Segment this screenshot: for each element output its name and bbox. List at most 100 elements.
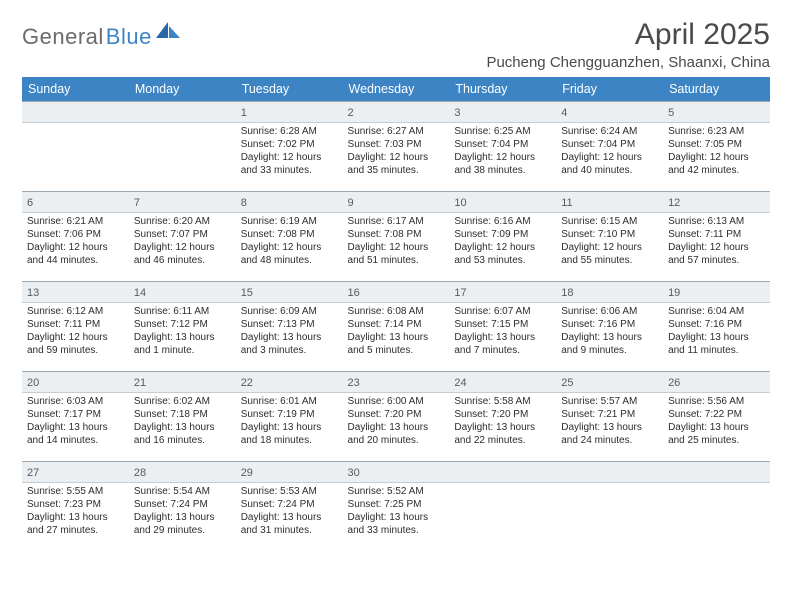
calendar-day-cell: 9Sunrise: 6:17 AMSunset: 7:08 PMDaylight… bbox=[343, 191, 450, 281]
day-number: 1 bbox=[241, 107, 247, 119]
sunrise-line: Sunrise: 6:21 AM bbox=[27, 215, 124, 228]
sunrise-line: Sunrise: 5:52 AM bbox=[348, 485, 445, 498]
daylight-line: Daylight: 12 hours and 40 minutes. bbox=[561, 151, 658, 177]
calendar-day-cell: 23 Sunrise: 6:00 AMSunset: 7:20 PMDayligh… bbox=[343, 371, 450, 461]
day-number-bar: . bbox=[449, 461, 556, 483]
day-number: 5 bbox=[668, 107, 674, 119]
day-details: Sunrise: 6:19 AMSunset: 7:08 PMDaylight:… bbox=[236, 213, 343, 271]
sunset-line: Sunset: 7:19 PM bbox=[241, 408, 338, 421]
daylight-line: Daylight: 12 hours and 38 minutes. bbox=[454, 151, 551, 177]
calendar-day-cell: 20Sunrise: 6:03 AMSunset: 7:17 PMDayligh… bbox=[22, 371, 129, 461]
day-details: Sunrise: 6:00 AMSunset: 7:20 PMDaylight:… bbox=[343, 393, 450, 451]
daylight-line: Daylight: 12 hours and 53 minutes. bbox=[454, 241, 551, 267]
day-details: Sunrise: 5:54 AMSunset: 7:24 PMDaylight:… bbox=[129, 483, 236, 541]
daylight-line: Daylight: 12 hours and 44 minutes. bbox=[27, 241, 124, 267]
daylight-line: Daylight: 13 hours and 29 minutes. bbox=[134, 511, 231, 537]
daylight-line: Daylight: 13 hours and 25 minutes. bbox=[668, 421, 765, 447]
day-number-bar: 16 bbox=[343, 281, 450, 303]
sunrise-line: Sunrise: 6:04 AM bbox=[668, 305, 765, 318]
day-number-bar: 3 bbox=[449, 101, 556, 123]
day-details: Sunrise: 5:58 AMSunset: 7:20 PMDaylight:… bbox=[449, 393, 556, 451]
sunset-line: Sunset: 7:04 PM bbox=[454, 138, 551, 151]
day-number: 25 bbox=[561, 377, 573, 389]
day-details: Sunrise: 6:06 AMSunset: 7:16 PMDaylight:… bbox=[556, 303, 663, 361]
day-details: Sunrise: 6:11 AMSunset: 7:12 PMDaylight:… bbox=[129, 303, 236, 361]
daylight-line: Daylight: 13 hours and 16 minutes. bbox=[134, 421, 231, 447]
day-details: Sunrise: 6:20 AMSunset: 7:07 PMDaylight:… bbox=[129, 213, 236, 271]
day-number: 16 bbox=[348, 287, 360, 299]
sunrise-line: Sunrise: 6:23 AM bbox=[668, 125, 765, 138]
day-number: 14 bbox=[134, 287, 146, 299]
sunset-line: Sunset: 7:22 PM bbox=[668, 408, 765, 421]
calendar-week-row: 20Sunrise: 6:03 AMSunset: 7:17 PMDayligh… bbox=[22, 371, 770, 461]
sunrise-line: Sunrise: 6:20 AM bbox=[134, 215, 231, 228]
sunset-line: Sunset: 7:09 PM bbox=[454, 228, 551, 241]
calendar-day-cell: 7 Sunrise: 6:20 AMSunset: 7:07 PMDaylight… bbox=[129, 191, 236, 281]
daylight-line: Daylight: 13 hours and 31 minutes. bbox=[241, 511, 338, 537]
calendar-week-row: ..1Sunrise: 6:28 AMSunset: 7:02 PMDaylig… bbox=[22, 101, 770, 191]
sunset-line: Sunset: 7:08 PM bbox=[241, 228, 338, 241]
logo-sail-icon bbox=[156, 22, 182, 45]
day-number: 3 bbox=[454, 107, 460, 119]
daylight-line: Daylight: 13 hours and 7 minutes. bbox=[454, 331, 551, 357]
sunrise-line: Sunrise: 6:13 AM bbox=[668, 215, 765, 228]
calendar-day-cell: 10Sunrise: 6:16 AMSunset: 7:09 PMDayligh… bbox=[449, 191, 556, 281]
daylight-line: Daylight: 13 hours and 1 minute. bbox=[134, 331, 231, 357]
sunset-line: Sunset: 7:16 PM bbox=[561, 318, 658, 331]
sunset-line: Sunset: 7:04 PM bbox=[561, 138, 658, 151]
calendar-day-cell: 4Sunrise: 6:24 AMSunset: 7:04 PMDaylight… bbox=[556, 101, 663, 191]
dow-friday: Friday bbox=[556, 77, 663, 101]
day-number: 10 bbox=[454, 197, 466, 209]
calendar-body: .. 1 Sunrise: 6:28 AMSunset: 7:02 PM Daylig… bbox=[22, 101, 770, 551]
calendar-day-cell: 30Sunrise: 5:52 AMSunset: 7:25 PMDayligh… bbox=[343, 461, 450, 551]
day-number-bar: 29 bbox=[236, 461, 343, 483]
day-of-week-row: Sunday Monday Tuesday Wednesday Thursday… bbox=[22, 77, 770, 101]
month-title: April 2025 bbox=[486, 18, 770, 52]
calendar-day-cell: 24Sunrise: 5:58 AMSunset: 7:20 PMDayligh… bbox=[449, 371, 556, 461]
day-number-bar: 5 bbox=[663, 101, 770, 123]
day-number-bar: 20 bbox=[22, 371, 129, 393]
sunset-line: Sunset: 7:12 PM bbox=[134, 318, 231, 331]
day-details: Sunrise: 6:25 AMSunset: 7:04 PMDaylight:… bbox=[449, 123, 556, 181]
daylight-line: Daylight: 12 hours and 57 minutes. bbox=[668, 241, 765, 267]
daylight-line: Daylight: 12 hours and 48 minutes. bbox=[241, 241, 338, 267]
sunset-line: Sunset: 7:17 PM bbox=[27, 408, 124, 421]
day-number-bar: 27 bbox=[22, 461, 129, 483]
calendar-day-cell: 13Sunrise: 6:12 AMSunset: 7:11 PMDayligh… bbox=[22, 281, 129, 371]
day-details: Sunrise: 5:55 AMSunset: 7:23 PMDaylight:… bbox=[22, 483, 129, 541]
day-number-bar: 21 bbox=[129, 371, 236, 393]
calendar-day-cell: 5 Sunrise: 6:23 AMSunset: 7:05 PMDaylight… bbox=[663, 101, 770, 191]
dow-tuesday: Tuesday bbox=[236, 77, 343, 101]
day-number-bar: 22 bbox=[236, 371, 343, 393]
sunrise-line: Sunrise: 5:53 AM bbox=[241, 485, 338, 498]
daylight-line: Daylight: 13 hours and 20 minutes. bbox=[348, 421, 445, 447]
calendar-day-cell: 17Sunrise: 6:07 AMSunset: 7:15 PMDayligh… bbox=[449, 281, 556, 371]
sunrise-line: Sunrise: 6:28 AM bbox=[241, 125, 338, 138]
logo-text-general: General bbox=[22, 24, 104, 50]
day-number: 15 bbox=[241, 287, 253, 299]
day-number: 7 bbox=[134, 197, 140, 209]
daylight-line: Daylight: 13 hours and 27 minutes. bbox=[27, 511, 124, 537]
sunrise-line: Sunrise: 6:01 AM bbox=[241, 395, 338, 408]
sunset-line: Sunset: 7:02 PM bbox=[241, 138, 338, 151]
day-number: 23 bbox=[348, 377, 360, 389]
day-number: 13 bbox=[27, 287, 39, 299]
sunrise-line: Sunrise: 6:02 AM bbox=[134, 395, 231, 408]
sunset-line: Sunset: 7:03 PM bbox=[348, 138, 445, 151]
day-number-bar: . bbox=[663, 461, 770, 483]
sunset-line: Sunset: 7:08 PM bbox=[348, 228, 445, 241]
day-details: Sunrise: 6:15 AMSunset: 7:10 PMDaylight:… bbox=[556, 213, 663, 271]
day-number: 19 bbox=[668, 287, 680, 299]
day-number-bar: 15 bbox=[236, 281, 343, 303]
sunrise-line: Sunrise: 6:08 AM bbox=[348, 305, 445, 318]
day-number: 12 bbox=[668, 197, 680, 209]
header: GeneralBlue April 2025 Pucheng Chengguan… bbox=[22, 18, 770, 71]
day-number: 2 bbox=[348, 107, 354, 119]
daylight-line: Daylight: 12 hours and 42 minutes. bbox=[668, 151, 765, 177]
day-details: Sunrise: 6:21 AMSunset: 7:06 PMDaylight:… bbox=[22, 213, 129, 271]
calendar-day-cell: 18Sunrise: 6:06 AMSunset: 7:16 PMDayligh… bbox=[556, 281, 663, 371]
day-details: Sunrise: 6:23 AMSunset: 7:05 PMDaylight:… bbox=[663, 123, 770, 181]
daylight-line: Daylight: 13 hours and 14 minutes. bbox=[27, 421, 124, 447]
calendar-page: GeneralBlue April 2025 Pucheng Chengguan… bbox=[0, 0, 792, 569]
sunset-line: Sunset: 7:13 PM bbox=[241, 318, 338, 331]
